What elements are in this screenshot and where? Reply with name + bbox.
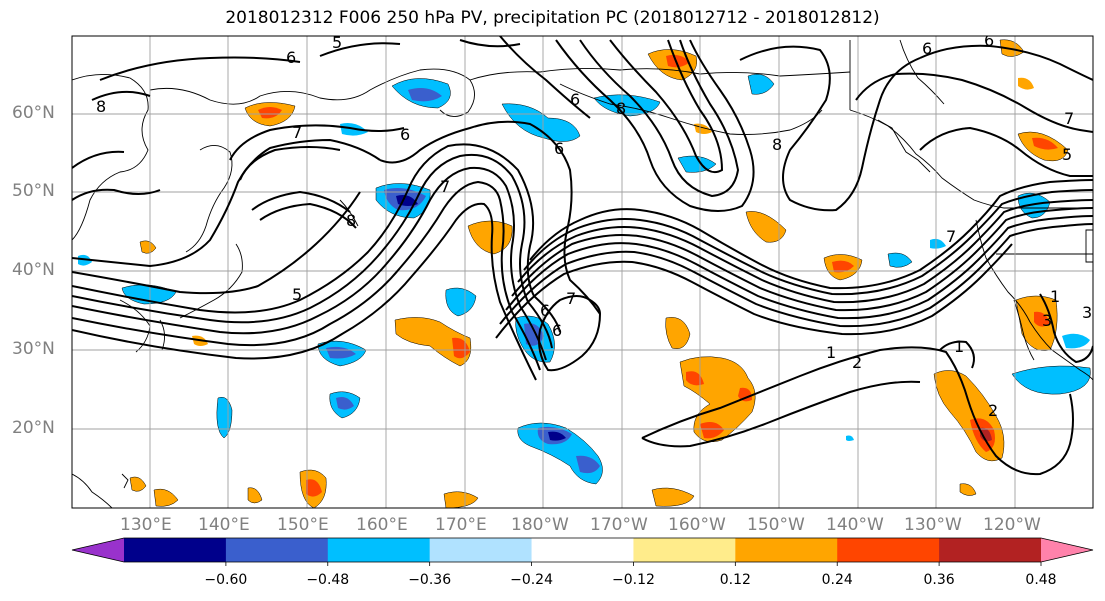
pv-contour-label: 6 <box>984 31 994 50</box>
colorbar-tick-label: 0.36 <box>923 572 955 588</box>
precip-negative-shading <box>78 74 1091 485</box>
pv-contour-label: 8 <box>96 97 106 116</box>
pv-contour-label: 8 <box>772 135 782 154</box>
pv-contour-label: 6 <box>400 125 410 144</box>
pv-contour-label: 2 <box>852 353 862 372</box>
lon-label-180w: 180°W <box>511 515 569 535</box>
lon-label-170e: 170°E <box>435 515 487 535</box>
colorbar-tick-label: 0.24 <box>821 572 853 588</box>
pv-contour-label: 1 <box>1050 287 1060 306</box>
lat-label-50n: 50°N <box>12 181 55 201</box>
lon-label-160w: 160°W <box>668 515 726 535</box>
pv-contour-label: 5 <box>332 33 342 52</box>
lon-label-170w: 170°W <box>590 515 648 535</box>
colorbar-tick-label: −0.48 <box>306 572 350 588</box>
pv-contour-label: 6 <box>552 321 562 340</box>
pv-contour-label: 6 <box>540 301 550 320</box>
lon-label-150w: 150°W <box>747 515 805 535</box>
gridlines <box>72 36 1093 508</box>
pv-contour-label: 7 <box>566 289 576 308</box>
pv-contour-label: 6 <box>922 39 932 58</box>
pv-contour-label: 7 <box>1064 109 1074 128</box>
colorbar-tick-label: −0.24 <box>510 572 553 588</box>
colorbar-tick-label: −0.60 <box>204 572 248 588</box>
pv-contour-label: 6 <box>554 139 564 158</box>
pv-contour-label: 8 <box>616 99 626 118</box>
pv-contour-label: 7 <box>440 177 450 196</box>
lon-label-130w: 130°W <box>904 515 962 535</box>
lat-label-20n: 20°N <box>12 418 55 438</box>
lon-label-150e: 150°E <box>277 515 329 535</box>
pv-contour-label: 1 <box>826 343 836 362</box>
colorbar-tick-label: −0.12 <box>611 572 655 588</box>
pv-contour-label: 6 <box>286 48 296 67</box>
colorbar-tick-label: −0.36 <box>408 572 452 588</box>
pv-contour-label: 1 <box>954 337 964 356</box>
pv-contour-label: 3 <box>1082 303 1092 322</box>
pv-contour-label: 7 <box>292 123 302 142</box>
pv-contour-label: 7 <box>946 227 956 246</box>
lon-label-140e: 140°E <box>198 515 250 535</box>
pv-contour-label: 8 <box>346 211 356 230</box>
pv-contour-label: 5 <box>1062 145 1072 164</box>
lat-label-60n: 60°N <box>12 103 55 123</box>
pv-contour-label: 3 <box>1042 311 1052 330</box>
pv-contours <box>72 36 1093 476</box>
lon-label-140w: 140°W <box>826 515 884 535</box>
colorbar-tick-label: 0.12 <box>719 572 751 588</box>
map-frame-border <box>71 35 1094 509</box>
map-title: 2018012312 F006 250 hPa PV, precipitatio… <box>225 8 880 28</box>
lat-label-40n: 40°N <box>12 260 55 280</box>
pv-contour-label: 2 <box>988 401 998 420</box>
lon-label-120w: 120°W <box>983 515 1041 535</box>
pv-contour-label-group: 5 6 8 7 6 6 7 8 6 8 6 5 7 8 5 6 7 6 7 1 … <box>96 31 1092 420</box>
colorbar-tick-label: 0.48 <box>1025 572 1057 588</box>
pv-contour-label: 6 <box>570 90 580 109</box>
lat-label-30n: 30°N <box>12 339 55 359</box>
pv-contour-label: 5 <box>292 285 302 304</box>
lon-label-130e: 130°E <box>120 515 172 535</box>
lon-label-160e: 160°E <box>356 515 408 535</box>
